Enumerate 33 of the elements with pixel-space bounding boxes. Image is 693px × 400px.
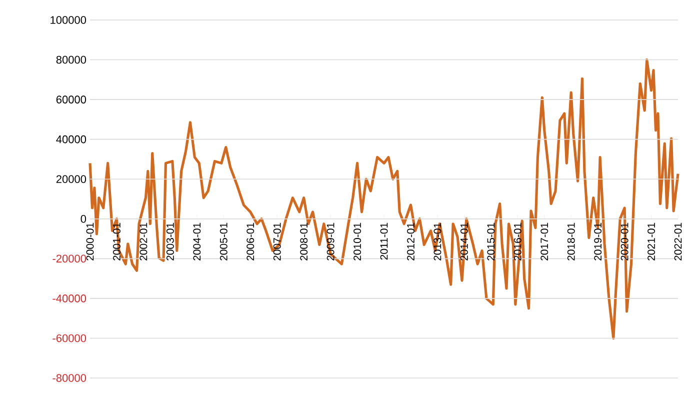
y-tick-label: -20000 [52, 254, 86, 263]
x-tick-label: 2013-01 [434, 222, 442, 260]
y-tick-label: 20000 [56, 175, 86, 184]
x-tick-label: 2007-01 [273, 222, 281, 260]
x-tick-label: 2004-01 [193, 222, 201, 260]
y-tick-label: -40000 [52, 294, 86, 302]
x-tick-label: 2021-01 [648, 222, 655, 260]
x-tick-label: 2020-01 [620, 222, 628, 260]
x-tick-label: 2014-01 [460, 222, 468, 260]
x-tick-label: 2017-01 [540, 222, 548, 260]
y-tick-label: -80000 [52, 374, 86, 382]
x-tick-label: 2016-01 [514, 222, 522, 260]
x-tick-label: 2009-01 [326, 222, 334, 260]
x-tick-label: 2012-01 [407, 222, 414, 260]
x-tick-label: 2010-01 [354, 222, 361, 260]
x-tick-label: 2002-01 [140, 222, 148, 260]
y-tick-label: 40000 [56, 135, 86, 144]
x-tick-label: 2008-01 [300, 222, 308, 260]
x-tick-label: 2018-01 [567, 222, 575, 260]
x-tick-label: 2000-01 [86, 222, 94, 260]
y-tick-label: 100000 [50, 16, 86, 24]
x-tick-label: 2003-01 [166, 222, 174, 260]
y-tick-label: 0 [80, 214, 86, 223]
x-tick-label: 2001-01 [113, 222, 120, 260]
y-tick-label: 60000 [56, 96, 86, 104]
x-tick-label: 2022-01 [674, 222, 682, 260]
y-tick-label: -60000 [52, 334, 86, 342]
x-tick-label: 2011-01 [380, 222, 388, 260]
y-tick-label: 80000 [56, 56, 86, 64]
x-tick-label: 2005-01 [220, 222, 228, 260]
x-tick-label: 2015-01 [487, 222, 495, 260]
x-tick-label: 2019-01 [594, 222, 602, 260]
x-tick-label: 2006-01 [246, 222, 254, 260]
